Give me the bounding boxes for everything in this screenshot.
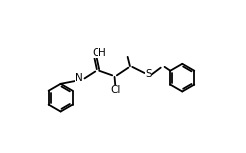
Text: N: N (75, 73, 83, 83)
Text: S: S (145, 69, 152, 79)
Text: Cl: Cl (110, 85, 121, 95)
Text: O: O (92, 48, 100, 58)
Text: H: H (98, 48, 105, 58)
